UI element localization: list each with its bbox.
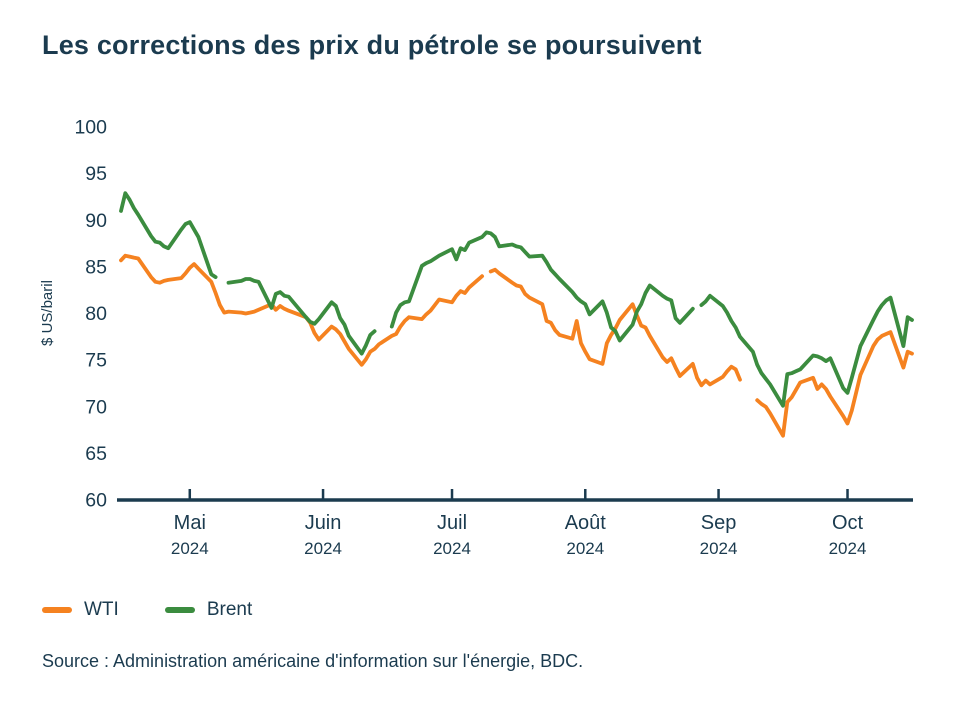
x-tick-label-Août: Août [565, 512, 607, 534]
x-tick-year-Juil: 2024 [433, 539, 471, 558]
chart-title: Les corrections des prix du pétrole se p… [42, 30, 702, 60]
y-tick-label-95: 95 [85, 163, 107, 185]
series-line-brent [389, 230, 695, 343]
y-tick-label-70: 70 [85, 396, 107, 418]
y-tick-label-75: 75 [85, 350, 107, 372]
series-line-wti [755, 330, 914, 438]
x-tick-year-Sep: 2024 [700, 539, 738, 558]
legend-label-wti: WTI [84, 599, 119, 620]
x-tick-label-Mai: Mai [174, 512, 206, 534]
series-line-wti [119, 253, 485, 367]
y-tick-label-65: 65 [85, 443, 107, 465]
brent-line-swatch [164, 607, 195, 613]
legend-item-wti: WTI [42, 599, 119, 621]
x-tick-year-Mai: 2024 [171, 539, 209, 558]
legend-label-brent: Brent [206, 599, 253, 620]
y-tick-label-90: 90 [85, 210, 107, 232]
y-tick-label-80: 80 [85, 303, 107, 325]
x-tick-label-Sep: Sep [701, 512, 737, 534]
wti-line-swatch [42, 607, 72, 613]
series-line-brent [226, 277, 377, 356]
x-tick-year-Oct: 2024 [829, 539, 867, 558]
series-line-brent [699, 293, 914, 408]
series-line-wti [488, 267, 742, 388]
legend-item-brent: Brent [164, 599, 253, 621]
x-tick-label-Juil: Juil [437, 512, 467, 534]
x-tick-year-Juin: 2024 [304, 539, 342, 558]
x-tick-label-Oct: Oct [832, 512, 864, 534]
y-tick-label-60: 60 [85, 490, 107, 512]
x-tick-label-Juin: Juin [305, 512, 342, 534]
chart-legend: WTI Brent [42, 599, 298, 621]
y-axis-title: $ US/baril [39, 280, 56, 346]
series-line-brent [119, 191, 218, 280]
source-note: Source : Administration américaine d'inf… [42, 651, 584, 671]
y-tick-label-100: 100 [74, 117, 107, 139]
x-tick-year-Août: 2024 [566, 539, 604, 558]
y-tick-label-85: 85 [85, 256, 107, 278]
